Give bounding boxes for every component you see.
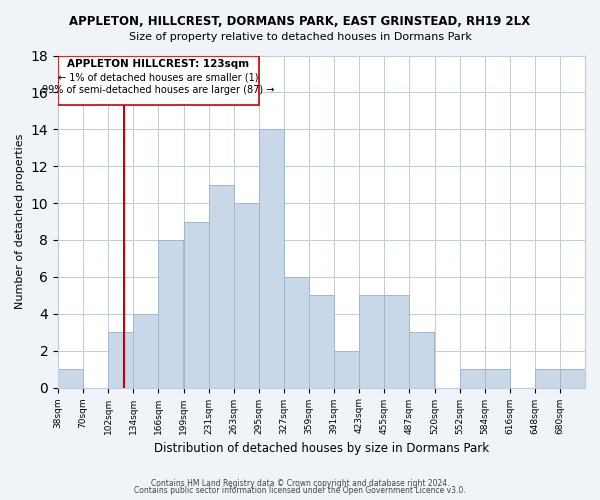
Bar <box>485 369 510 388</box>
Bar <box>158 240 183 388</box>
Bar <box>309 296 334 388</box>
Bar <box>259 130 284 388</box>
Bar <box>58 369 83 388</box>
Bar <box>209 184 234 388</box>
Bar <box>334 350 359 388</box>
Bar <box>284 277 309 388</box>
Bar <box>535 369 560 388</box>
Bar <box>234 203 259 388</box>
Bar <box>460 369 485 388</box>
Bar <box>184 222 209 388</box>
Bar <box>359 296 384 388</box>
Bar <box>409 332 434 388</box>
Text: Size of property relative to detached houses in Dormans Park: Size of property relative to detached ho… <box>128 32 472 42</box>
Bar <box>133 314 158 388</box>
Text: APPLETON HILLCREST: 123sqm: APPLETON HILLCREST: 123sqm <box>67 59 250 69</box>
FancyBboxPatch shape <box>58 56 259 106</box>
Text: 99% of semi-detached houses are larger (87) →: 99% of semi-detached houses are larger (… <box>43 84 275 94</box>
X-axis label: Distribution of detached houses by size in Dormans Park: Distribution of detached houses by size … <box>154 442 489 455</box>
Y-axis label: Number of detached properties: Number of detached properties <box>15 134 25 309</box>
Bar <box>108 332 133 388</box>
Text: ← 1% of detached houses are smaller (1): ← 1% of detached houses are smaller (1) <box>58 72 259 83</box>
Text: Contains public sector information licensed under the Open Government Licence v3: Contains public sector information licen… <box>134 486 466 495</box>
Bar <box>384 296 409 388</box>
Text: APPLETON, HILLCREST, DORMANS PARK, EAST GRINSTEAD, RH19 2LX: APPLETON, HILLCREST, DORMANS PARK, EAST … <box>70 15 530 28</box>
Text: Contains HM Land Registry data © Crown copyright and database right 2024.: Contains HM Land Registry data © Crown c… <box>151 478 449 488</box>
Bar <box>560 369 585 388</box>
